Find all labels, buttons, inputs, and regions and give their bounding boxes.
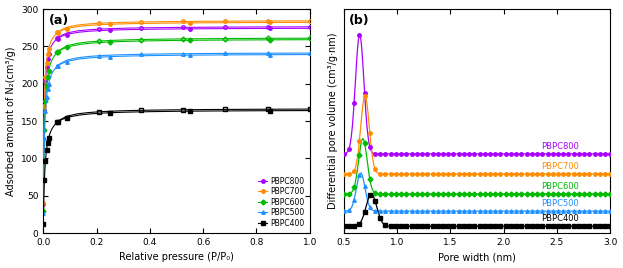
PBPC700 <box>43 60 50 63</box>
PBPC700 <box>256 21 264 24</box>
Text: (a): (a) <box>49 14 69 27</box>
PBPC400 <box>43 147 50 150</box>
Y-axis label: Adsorbed amount of N₂(cm³/g): Adsorbed amount of N₂(cm³/g) <box>6 46 16 196</box>
PBPC700 <box>306 21 313 24</box>
PBPC500 <box>42 114 49 118</box>
Text: PBPC500: PBPC500 <box>541 199 579 208</box>
PBPC700 <box>47 40 55 43</box>
PBPC800 <box>43 64 50 67</box>
PBPC600 <box>47 61 55 65</box>
Text: PBPC800: PBPC800 <box>541 142 579 151</box>
PBPC500 <box>43 93 50 96</box>
PBPC400 <box>43 146 50 149</box>
PBPC500 <box>47 74 55 77</box>
Line: PBPC400: PBPC400 <box>42 109 312 225</box>
PBPC800 <box>42 85 49 88</box>
PBPC700 <box>42 80 49 84</box>
PBPC800 <box>256 27 264 30</box>
PBPC700 <box>43 58 50 62</box>
PBPC500 <box>306 53 313 56</box>
X-axis label: Relative pressure (P/P₀): Relative pressure (P/P₀) <box>119 252 234 262</box>
Legend: PBPC800, PBPC700, PBPC600, PBPC500, PBPC400: PBPC800, PBPC700, PBPC600, PBPC500, PBPC… <box>257 175 306 229</box>
PBPC600 <box>44 78 51 81</box>
PBPC500 <box>43 94 50 98</box>
PBPC800 <box>306 27 313 30</box>
Line: PBPC800: PBPC800 <box>42 27 312 206</box>
PBPC400 <box>40 222 47 225</box>
Text: (b): (b) <box>349 14 369 27</box>
PBPC600 <box>40 210 47 213</box>
PBPC600 <box>306 38 313 41</box>
PBPC400 <box>256 109 264 112</box>
PBPC400 <box>47 130 55 133</box>
PBPC700 <box>40 201 47 204</box>
PBPC700 <box>44 55 51 59</box>
PBPC800 <box>43 65 50 68</box>
PBPC400 <box>306 109 313 112</box>
Text: PBPC700: PBPC700 <box>541 162 579 171</box>
PBPC800 <box>40 202 47 205</box>
Text: PBPC400: PBPC400 <box>541 214 579 224</box>
PBPC600 <box>43 82 50 85</box>
PBPC400 <box>44 143 51 147</box>
Y-axis label: Differential pore volume (cm³/g·nm): Differential pore volume (cm³/g·nm) <box>328 33 338 209</box>
Line: PBPC600: PBPC600 <box>42 38 312 213</box>
Text: PBPC600: PBPC600 <box>541 182 579 191</box>
PBPC400 <box>42 163 49 166</box>
PBPC500 <box>40 211 47 215</box>
PBPC500 <box>44 90 51 93</box>
PBPC600 <box>42 105 49 108</box>
Line: PBPC500: PBPC500 <box>42 53 312 215</box>
PBPC500 <box>256 53 264 56</box>
PBPC800 <box>47 46 55 49</box>
X-axis label: Pore width (nm): Pore width (nm) <box>438 252 516 262</box>
PBPC600 <box>43 83 50 86</box>
PBPC800 <box>44 60 51 64</box>
Line: PBPC700: PBPC700 <box>42 21 312 204</box>
PBPC600 <box>256 38 264 42</box>
